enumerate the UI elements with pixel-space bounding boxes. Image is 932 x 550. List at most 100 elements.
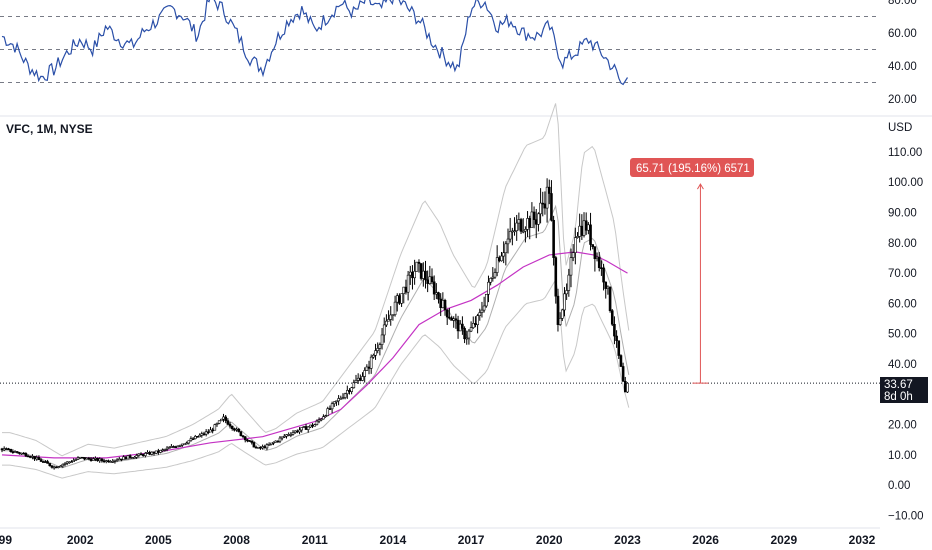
candle-body — [285, 434, 288, 437]
candle-body — [204, 431, 208, 435]
candle-body — [615, 335, 618, 342]
upper-band — [2, 103, 630, 457]
candle-body — [372, 354, 375, 358]
candle-body — [174, 446, 178, 448]
price-tick-label: 50.00 — [888, 329, 917, 341]
candle-body — [576, 236, 579, 238]
candle-body — [74, 459, 78, 461]
rsi-line — [1, 0, 629, 86]
candle-body — [0, 448, 4, 451]
candle-body — [463, 328, 466, 340]
candle-body — [289, 434, 293, 436]
price-tick-label: 80.00 — [888, 238, 917, 250]
candles — [0, 178, 629, 470]
candle-body — [608, 286, 612, 311]
candle-body — [94, 457, 97, 460]
candle-body — [458, 323, 462, 332]
candle-body — [117, 458, 121, 461]
price-tick-label: 110.00 — [888, 147, 922, 159]
candle-body — [215, 423, 219, 425]
candle-body — [211, 429, 214, 432]
candle-body — [293, 430, 297, 433]
candle-body — [115, 459, 119, 462]
candle-body — [443, 300, 447, 311]
candle-body — [209, 429, 212, 433]
candle-body — [508, 231, 512, 240]
candle-body — [61, 463, 65, 467]
x-tick-label: 2008 — [223, 533, 250, 547]
candle-body — [326, 408, 330, 416]
candle-body — [113, 459, 117, 462]
x-tick-label: 2023 — [614, 533, 641, 547]
candle-body — [359, 377, 362, 381]
candle-body — [341, 397, 345, 399]
candle-body — [183, 443, 186, 446]
candle-body — [484, 293, 488, 307]
candle-body — [52, 466, 56, 469]
candle-body — [461, 323, 464, 329]
measure-label: 65.71 (195.16%) 6571 — [636, 163, 750, 175]
candle-body — [131, 457, 134, 459]
candle-body — [54, 466, 58, 469]
candle-body — [343, 393, 347, 398]
rsi-pane: 80.00 60.00 40.00 20.00 — [0, 0, 917, 106]
candle-body — [252, 442, 256, 448]
rsi-tick-label: 40.00 — [888, 61, 917, 73]
candle-body — [502, 252, 505, 257]
candle-body — [389, 314, 393, 320]
price-badge-bg — [880, 377, 928, 403]
candle-body — [471, 323, 475, 329]
candle-body — [600, 267, 603, 269]
price-tick-label: 100.00 — [888, 177, 923, 189]
rsi-tick-label: 20.00 — [888, 94, 917, 106]
candle-body — [315, 420, 319, 425]
candle-body — [139, 453, 143, 456]
candle-body — [274, 440, 277, 443]
candle-body — [513, 230, 516, 233]
candle-body — [541, 202, 545, 205]
candle-body — [554, 257, 558, 297]
candle-body — [302, 426, 306, 428]
candle-body — [480, 309, 484, 313]
measure-arrowhead — [696, 183, 704, 190]
candle-body — [163, 449, 167, 451]
candle-body — [571, 252, 575, 258]
measure-tool: 65.71 (195.16%) 6571 — [630, 158, 754, 384]
candle-body — [543, 203, 547, 209]
candle-body — [337, 398, 340, 402]
candle-body — [146, 452, 149, 454]
candle-body — [120, 458, 123, 461]
candle-body — [365, 366, 369, 371]
candle-body — [356, 377, 360, 381]
candle-body — [404, 286, 408, 293]
candle-body — [239, 431, 243, 437]
candle-body — [150, 451, 154, 455]
candle-body — [191, 438, 195, 440]
candle-body — [198, 434, 201, 438]
candle-body — [222, 416, 225, 420]
candle-body — [369, 356, 373, 369]
candle-body — [380, 334, 384, 345]
candle-body — [109, 461, 112, 463]
candle-body — [387, 319, 390, 322]
candle-body — [85, 457, 88, 460]
candle-body — [11, 451, 15, 453]
candle-body — [569, 257, 573, 276]
candle-body — [452, 318, 456, 321]
candle-body — [230, 425, 234, 429]
candle-body — [517, 219, 521, 224]
candle-body — [152, 451, 156, 454]
price-tick-label: 0.00 — [888, 480, 910, 492]
candle-body — [202, 433, 206, 435]
candle-body — [589, 224, 592, 245]
symbol-label: VFC, 1M, NYSE — [6, 122, 93, 136]
candle-body — [445, 309, 449, 318]
candle-body — [291, 432, 295, 435]
x-tick-label: 2017 — [458, 533, 485, 547]
candle-body — [91, 458, 95, 461]
candle-body — [526, 218, 529, 230]
candle-body — [137, 453, 141, 456]
currency-label: USD — [888, 122, 912, 134]
candle-body — [235, 428, 238, 431]
